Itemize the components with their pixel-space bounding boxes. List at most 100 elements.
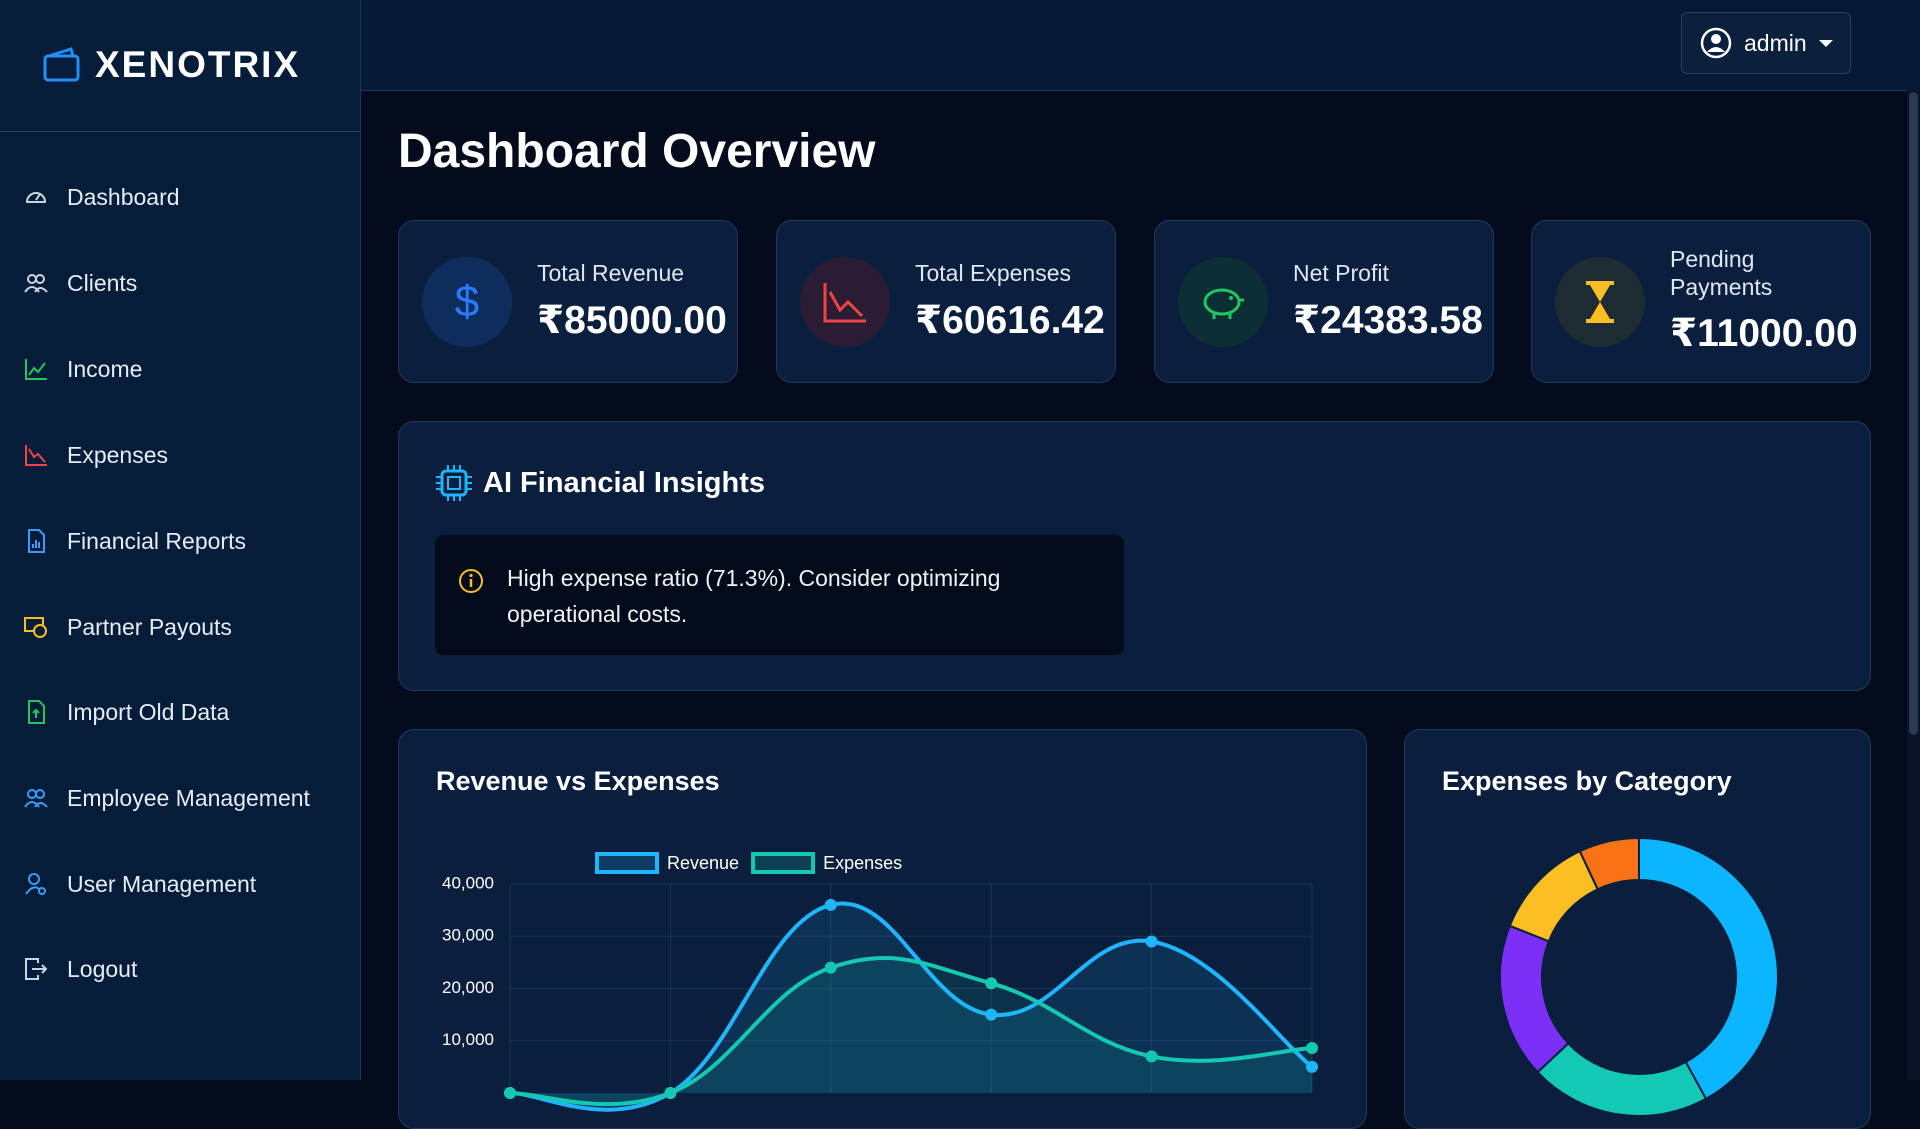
nav-label: Employee Management	[67, 784, 310, 811]
doughnut-slice	[1578, 836, 1640, 891]
doughnut-slice	[1638, 836, 1779, 1101]
icon	[25, 359, 47, 380]
data-point	[1306, 1041, 1318, 1054]
icon	[823, 283, 866, 323]
icon	[1586, 281, 1614, 323]
chart-title: Expenses by Category	[1442, 766, 1732, 796]
y-tick-label: 30,000	[442, 926, 494, 945]
nav-item[interactable]: Import Old Data	[0, 687, 360, 737]
nav-label: Clients	[67, 269, 138, 296]
logo: XENOTRIX	[0, 0, 360, 132]
nav-label: Import Old Data	[67, 698, 230, 725]
nav-item[interactable]: Partner Payouts	[0, 602, 360, 652]
nav-label: Financial Reports	[67, 527, 246, 554]
data-point	[1306, 1060, 1318, 1073]
user-icon	[1700, 27, 1732, 59]
insight-item: High expense ratio (71.3%). Consider opt…	[435, 535, 1124, 655]
y-tick-label: 10,000	[442, 1030, 494, 1049]
icon	[24, 789, 48, 808]
icon	[25, 192, 47, 203]
legend-swatch	[595, 852, 659, 874]
data-point	[504, 1087, 516, 1099]
nav-item[interactable]: Income	[0, 344, 360, 394]
nav-item[interactable]: Employee Management	[0, 773, 360, 823]
info-icon	[459, 569, 483, 593]
icon	[25, 873, 46, 895]
legend-swatch	[751, 852, 816, 874]
caret	[1818, 40, 1833, 47]
icon	[28, 700, 45, 724]
stat-card: Total Expenses ₹60616.42	[776, 220, 1116, 383]
chart-title: Revenue vs Expenses	[436, 766, 720, 796]
nav-item[interactable]: Logout	[0, 944, 360, 994]
nav-label: Partner Payouts	[67, 613, 232, 640]
legend-label: Revenue	[667, 853, 739, 873]
nav-item[interactable]: User Management	[0, 859, 360, 909]
stat-label: Total Revenue	[537, 260, 685, 286]
stat-value: ₹11000.00	[1670, 312, 1858, 355]
line-chart-card: Revenue vs Expenses 10,000 20,000 30,000 40,…	[398, 729, 1367, 1129]
icon: $	[455, 280, 479, 324]
nav-item[interactable]: Expenses	[0, 430, 360, 480]
header	[361, 0, 1920, 91]
insight-text: High expense ratio (71.3%). Consider opt…	[507, 565, 1001, 627]
data-point	[664, 1087, 677, 1099]
stat-icon	[1178, 257, 1268, 347]
insights-card: AI Financial Insights High expense ratio…	[398, 421, 1871, 691]
doughnut-slice	[1499, 924, 1570, 1074]
nav-item[interactable]: Dashboard	[0, 172, 360, 222]
stat-value: ₹24383.58	[1293, 299, 1483, 342]
page-title: Dashboard Overview	[398, 125, 876, 178]
nav-label: Income	[67, 355, 143, 382]
icon	[25, 445, 47, 466]
user-name: admin	[1744, 29, 1807, 56]
stat-card: Net Profit ₹24383.58	[1154, 220, 1494, 383]
stat-value: ₹60616.42	[915, 299, 1105, 342]
y-tick-label: 20,000	[442, 978, 494, 997]
data-point	[824, 961, 837, 974]
doughnut-slice	[1508, 849, 1600, 943]
stat-label: Net Profit	[1293, 260, 1389, 286]
nav-item[interactable]: Financial Reports	[0, 516, 360, 566]
area-fill	[510, 903, 1312, 1110]
brand: XENOTRIX	[95, 44, 301, 85]
stat-label: Total Expenses	[915, 260, 1071, 286]
icon	[24, 274, 48, 293]
stat-card: Pending Payments ₹11000.00	[1531, 220, 1871, 383]
user-menu[interactable]: admin	[1681, 12, 1851, 74]
stat-icon	[800, 257, 890, 347]
logo-icon	[43, 47, 80, 82]
stat-label: Pending Payments	[1670, 246, 1773, 300]
data-point	[1145, 935, 1158, 948]
insights-title: AI Financial Insights	[483, 467, 765, 499]
scrollbar-thumb[interactable]	[1909, 92, 1918, 735]
nav-label: Logout	[67, 955, 138, 982]
stat-card: $ Total Revenue ₹85000.00	[398, 220, 738, 383]
chip-icon	[436, 465, 472, 501]
stat-icon	[1555, 257, 1645, 347]
doughnut-chart-card: Expenses by Category	[1404, 729, 1871, 1129]
area-fill	[510, 957, 1312, 1105]
stat-icon: $	[422, 257, 512, 347]
doughnut-chart: Expenses by Category	[1442, 766, 1779, 1117]
nav-item[interactable]: Clients	[0, 258, 360, 308]
stat-value: ₹85000.00	[537, 299, 727, 342]
nav-label: Dashboard	[67, 183, 180, 210]
icon	[24, 617, 47, 638]
scrollbar[interactable]	[1907, 90, 1920, 1080]
line-chart: Revenue vs Expenses 10,000 20,000 30,000 40,…	[436, 766, 1318, 1112]
y-tick-label: 40,000	[442, 873, 494, 892]
icon	[25, 958, 48, 980]
data-point	[985, 977, 998, 990]
icon	[28, 529, 45, 553]
nav-label: User Management	[67, 870, 257, 897]
svg-text:$: $	[455, 280, 479, 324]
sidebar: XENOTRIX Dashboard Clients Income Expens…	[0, 0, 361, 1080]
icon	[1203, 288, 1244, 319]
legend-label: Expenses	[823, 853, 902, 873]
data-point	[1145, 1050, 1158, 1063]
data-point	[824, 898, 837, 911]
nav-label: Expenses	[67, 441, 169, 468]
